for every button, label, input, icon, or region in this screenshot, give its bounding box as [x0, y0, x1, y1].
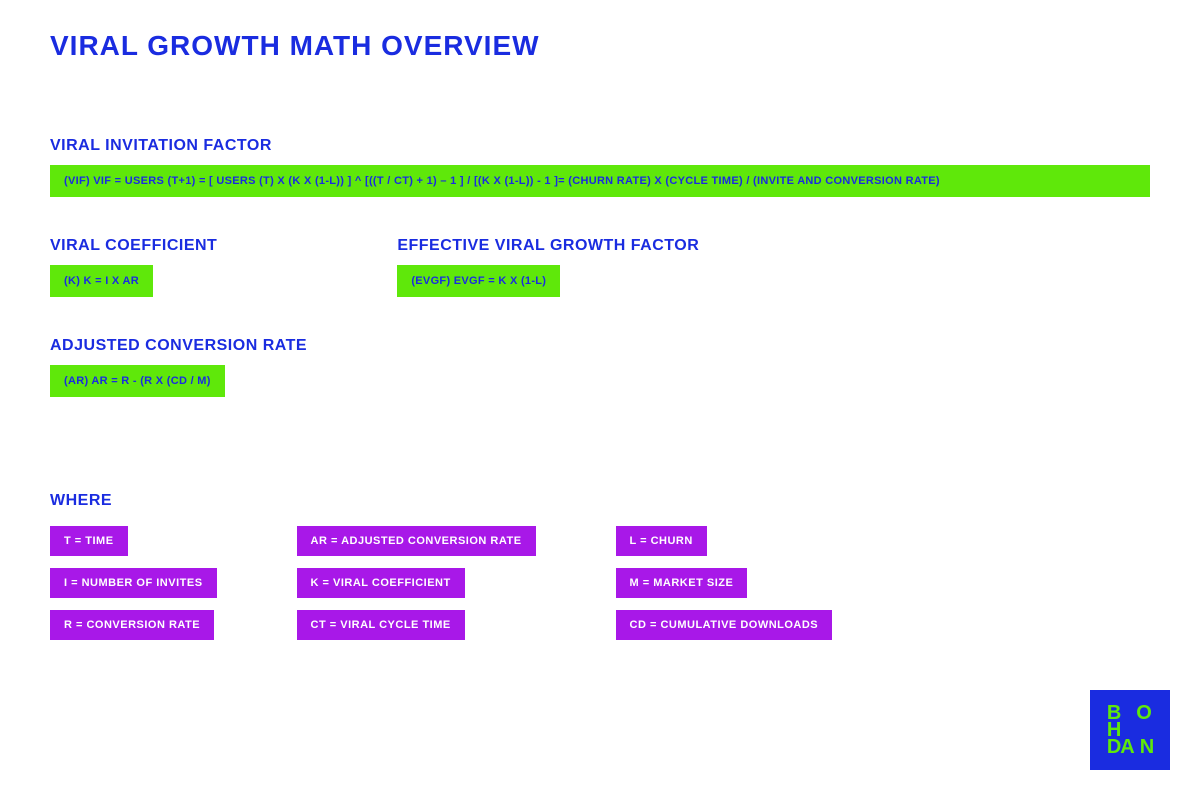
section-viral-coefficient: VIRAL COEFFICIENT (K) K = I x AR [50, 237, 217, 297]
brand-logo: B O H DA N [1090, 690, 1170, 770]
page-title: VIRAL GROWTH MATH OVERVIEW [50, 30, 1150, 62]
acr-title: ADJUSTED CONVERSION RATE [50, 337, 1150, 355]
where-column-3: L = CHURN M = MARKET SIZE CD = CUMULATIV… [616, 526, 833, 640]
where-pill: R = CONVERSION RATE [50, 610, 214, 640]
acr-formula: (AR) AR = R - (R x (CD / M) [50, 365, 225, 397]
vif-title: VIRAL INVITATION FACTOR [50, 137, 1150, 155]
evgf-title: EFFECTIVE VIRAL GROWTH FACTOR [397, 237, 699, 255]
where-title: WHERE [50, 492, 1150, 510]
where-pill: I = NUMBER OF INVITES [50, 568, 217, 598]
section-acr: ADJUSTED CONVERSION RATE (AR) AR = R - (… [50, 337, 1150, 397]
where-pill: T = TIME [50, 526, 128, 556]
viral-coefficient-title: VIRAL COEFFICIENT [50, 237, 217, 255]
evgf-formula: (EVGF) EVGF = K x (1-L) [397, 265, 560, 297]
where-pill: CT = VIRAL CYCLE TIME [297, 610, 465, 640]
where-pill: L = CHURN [616, 526, 707, 556]
vif-formula: (VIF) VIF = USERS (T+1) = [ USERS (T) x … [50, 165, 1150, 197]
where-column-1: T = TIME I = NUMBER OF INVITES R = CONVE… [50, 526, 217, 640]
section-evgf: EFFECTIVE VIRAL GROWTH FACTOR (EVGF) EVG… [397, 237, 699, 297]
logo-text: DA [1107, 739, 1134, 756]
viral-coefficient-formula: (K) K = I x AR [50, 265, 153, 297]
section-vif: VIRAL INVITATION FACTOR (VIF) VIF = USER… [50, 137, 1150, 197]
where-pill: AR = ADJUSTED CONVERSION RATE [297, 526, 536, 556]
where-pill: M = MARKET SIZE [616, 568, 748, 598]
logo-text: N [1140, 739, 1153, 756]
where-pill: K = VIRAL COEFFICIENT [297, 568, 465, 598]
logo-text: O [1136, 705, 1151, 722]
where-pill: CD = CUMULATIVE DOWNLOADS [616, 610, 833, 640]
where-column-2: AR = ADJUSTED CONVERSION RATE K = VIRAL … [297, 526, 536, 640]
section-where: WHERE T = TIME I = NUMBER OF INVITES R =… [50, 492, 1150, 640]
